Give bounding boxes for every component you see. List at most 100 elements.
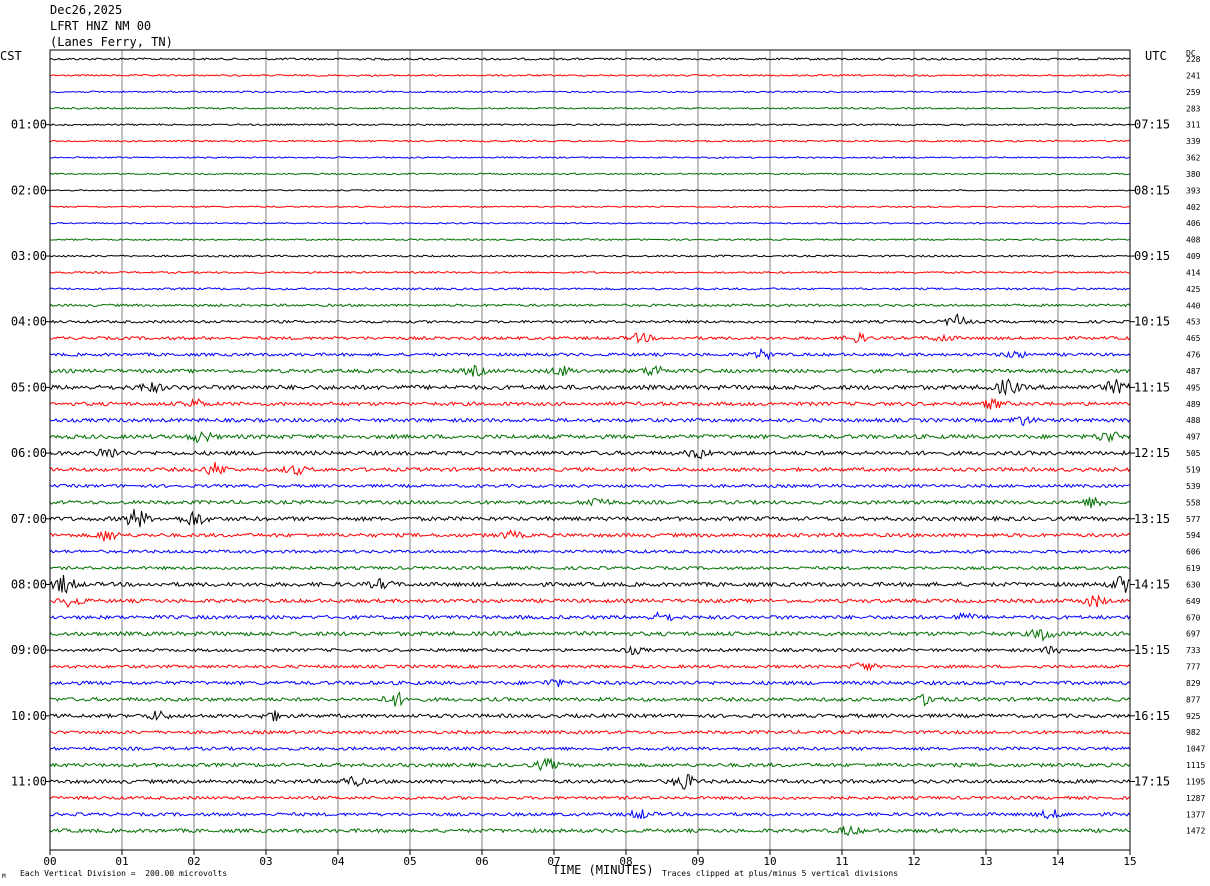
- dc-value: 925: [1186, 712, 1201, 721]
- seismic-trace: [49, 156, 1131, 159]
- dc-value: 697: [1186, 630, 1201, 639]
- dc-value: 425: [1186, 285, 1201, 294]
- dc-value: 1115: [1186, 761, 1205, 770]
- dc-value: 1287: [1186, 794, 1205, 803]
- cst-hour-label: 01:00: [11, 118, 47, 132]
- dc-value: 408: [1186, 236, 1201, 245]
- dc-value: 283: [1186, 104, 1201, 113]
- utc-hour-label: 15:15: [1134, 643, 1170, 657]
- utc-hour-label: 16:15: [1134, 709, 1170, 723]
- x-tick-label: 02: [187, 855, 200, 868]
- seismic-trace: [49, 221, 1131, 225]
- utc-hour-label: 11:15: [1134, 380, 1170, 394]
- seismic-trace: [49, 254, 1131, 258]
- dc-value: 670: [1186, 613, 1201, 622]
- seismic-trace: [49, 123, 1131, 127]
- dc-value: 1377: [1186, 810, 1205, 819]
- seismic-trace: [49, 549, 1131, 555]
- seismic-trace: [49, 238, 1131, 242]
- location-label: (Lanes Ferry, TN): [50, 35, 173, 49]
- seismic-trace: [49, 397, 1131, 410]
- seismic-trace: [49, 594, 1131, 609]
- clip-note: Traces clipped at plus/minus 5 vertical …: [662, 869, 898, 878]
- x-tick-label: 15: [1123, 855, 1136, 868]
- seismic-trace: [49, 509, 1131, 528]
- seismic-trace: [49, 574, 1131, 594]
- dc-value: 406: [1186, 219, 1201, 228]
- x-tick-label: 03: [259, 855, 272, 868]
- seismic-trace: [49, 462, 1131, 476]
- seismic-trace: [49, 757, 1131, 772]
- dc-value: 402: [1186, 203, 1201, 212]
- dc-value: 594: [1186, 531, 1201, 540]
- dc-value: 733: [1186, 646, 1201, 655]
- utc-hour-label: 07:15: [1134, 118, 1170, 132]
- dc-value: 877: [1186, 695, 1201, 704]
- dc-offset-labels: 228 241 259 283 311 339 362 380 393 402 406 408 409 4…: [1186, 55, 1205, 836]
- seismic-trace: [49, 205, 1131, 209]
- seismic-trace: [49, 378, 1131, 397]
- minute-gridlines: [121, 50, 1059, 850]
- dc-header: DC: [1186, 49, 1196, 58]
- x-tick-label: 06: [475, 855, 488, 868]
- dc-value: 777: [1186, 663, 1201, 672]
- x-tick-label: 04: [331, 855, 345, 868]
- utc-hour-label: 08:15: [1134, 183, 1170, 197]
- cst-hour-label: 04:00: [11, 315, 47, 329]
- station-label: LFRT HNZ NM 00: [50, 19, 152, 33]
- utc-hour-label: 17:15: [1134, 774, 1170, 788]
- seismic-trace: [49, 303, 1131, 308]
- seismic-trace: [49, 628, 1131, 642]
- x-tick-label: 00: [43, 855, 56, 868]
- dc-value: 649: [1186, 597, 1201, 606]
- cst-hour-label: 11:00: [11, 774, 47, 788]
- dc-value: 488: [1186, 416, 1201, 425]
- cst-hour-label: 09:00: [11, 643, 47, 657]
- dc-value: 558: [1186, 498, 1201, 507]
- seismic-trace: [49, 415, 1131, 427]
- seismic-trace: [49, 644, 1131, 656]
- dc-value: 497: [1186, 433, 1201, 442]
- x-tick-label: 05: [403, 855, 416, 868]
- dc-value: 495: [1186, 383, 1201, 392]
- utc-hour-labels: 07:15 08:15 09:15 10:15 11:15 12:15 13:15 14:15…: [1130, 118, 1170, 788]
- cst-hour-label: 06:00: [11, 446, 47, 460]
- cst-hour-label: 05:00: [11, 380, 47, 394]
- dc-value: 539: [1186, 482, 1201, 491]
- cst-hour-labels: 01:00 02:00 03:00 04:00 05:00 06:00 07:00 08:00…: [11, 118, 50, 788]
- seismic-trace: [49, 691, 1131, 707]
- x-tick-label: 09: [691, 855, 704, 868]
- dc-value: 1195: [1186, 777, 1205, 786]
- seismic-trace: [49, 774, 1131, 790]
- seismic-trace: [49, 431, 1131, 444]
- x-tick-label: 10: [763, 855, 776, 868]
- dc-value: 380: [1186, 170, 1201, 179]
- date-label: Dec26,2025: [50, 3, 123, 17]
- dc-value: 241: [1186, 71, 1201, 80]
- utc-hour-label: 10:15: [1134, 315, 1170, 329]
- seismic-trace: [49, 808, 1131, 820]
- seismic-trace: [49, 106, 1131, 110]
- seismic-trace: [49, 364, 1131, 377]
- dc-value: 465: [1186, 334, 1201, 343]
- dc-value: 1047: [1186, 745, 1205, 754]
- dc-value: 982: [1186, 728, 1201, 737]
- seismic-trace: [49, 729, 1131, 735]
- dc-value: 519: [1186, 466, 1201, 475]
- seismic-trace: [49, 795, 1131, 801]
- scale-note: Each Vertical Division = 200.00 microvol…: [20, 869, 227, 878]
- dc-value: 476: [1186, 351, 1201, 360]
- utc-hour-label: 14:15: [1134, 577, 1170, 591]
- cst-hour-label: 03:00: [11, 249, 47, 263]
- seismic-trace: [49, 90, 1131, 94]
- seismic-trace: [49, 679, 1131, 688]
- cst-hour-label: 10:00: [11, 709, 47, 723]
- seismic-trace: [49, 172, 1131, 176]
- plot-frame: [49, 49, 1131, 851]
- dc-value: 311: [1186, 121, 1201, 130]
- dc-value: 619: [1186, 564, 1201, 573]
- x-tick-label: 13: [979, 855, 992, 868]
- utc-hour-label: 12:15: [1134, 446, 1170, 460]
- dc-value: 829: [1186, 679, 1201, 688]
